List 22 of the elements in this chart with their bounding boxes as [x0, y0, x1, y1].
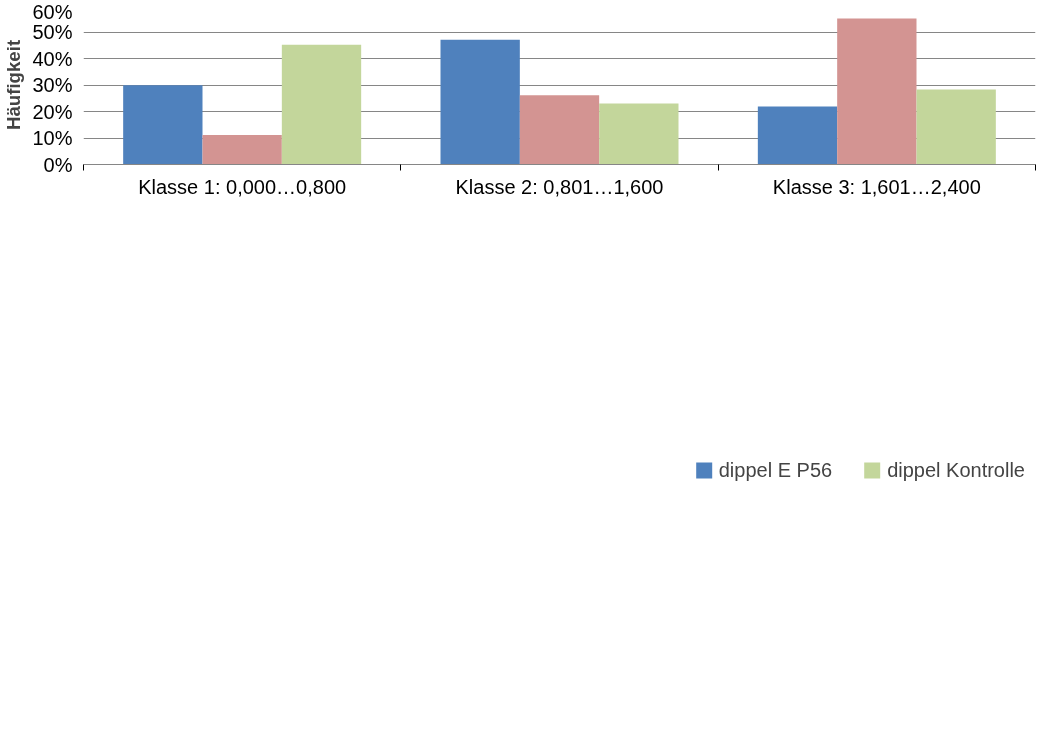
x-tick-label: Klasse 1: 0,000…0,800 — [138, 175, 347, 198]
bar — [916, 89, 996, 165]
y-tick-label: 10% — [32, 127, 73, 149]
bar — [519, 95, 600, 165]
y-tick-label: 20% — [32, 100, 73, 123]
y-tick-label: 30% — [32, 74, 73, 96]
y-tick-label: 0% — [43, 153, 73, 176]
bar — [123, 85, 203, 165]
bar — [440, 39, 520, 165]
y-tick-label: 40% — [32, 47, 73, 70]
bar — [757, 106, 838, 165]
x-tick-label: Klasse 3: 1,601…2,400 — [772, 175, 981, 198]
y-tick-label: 50% — [32, 21, 73, 43]
y-axis-title: Häufigkeit — [3, 39, 25, 131]
legend-label: dippel E P56 — [718, 458, 833, 482]
legend-label: dippel Kontrolle — [887, 458, 1025, 482]
bar — [599, 103, 679, 165]
bar — [837, 18, 917, 165]
bar — [202, 135, 282, 165]
y-tick-label: 60% — [32, 0, 73, 23]
x-tick-label: Klasse 2: 0,801…1,600 — [455, 175, 664, 198]
bar — [281, 44, 362, 165]
